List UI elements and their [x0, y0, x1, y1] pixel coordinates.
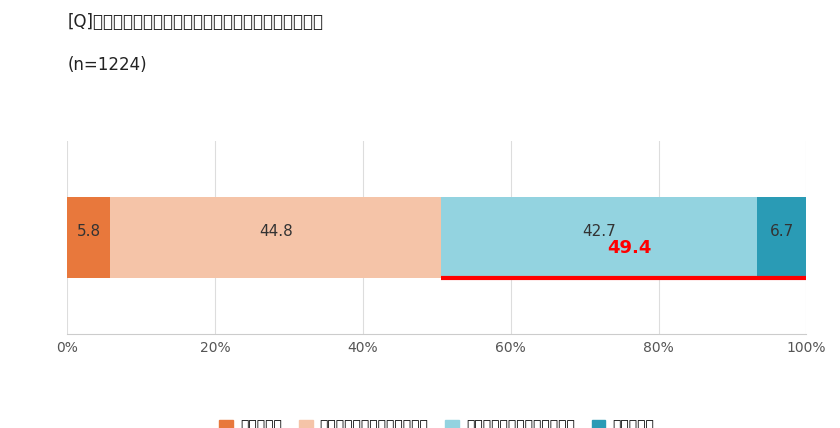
Text: 49.4: 49.4	[606, 239, 651, 257]
Legend: 高いほうだ, どちらかといえば高いほうだ, どちらかといえば低いほうだ, 低いほうだ: 高いほうだ, どちらかといえば高いほうだ, どちらかといえば低いほうだ, 低いほ…	[214, 414, 659, 428]
Bar	[757, 197, 806, 278]
Text: [Q]あなたご自身の防災意識について教えてください。: [Q]あなたご自身の防災意識について教えてください。	[67, 13, 323, 31]
Bar	[441, 197, 757, 278]
Text: 42.7: 42.7	[582, 224, 616, 239]
Text: 44.8: 44.8	[259, 224, 292, 239]
Text: 6.7: 6.7	[769, 224, 794, 239]
Bar	[67, 197, 110, 278]
Bar	[110, 197, 441, 278]
Text: 5.8: 5.8	[76, 224, 101, 239]
Text: (n=1224): (n=1224)	[67, 56, 147, 74]
